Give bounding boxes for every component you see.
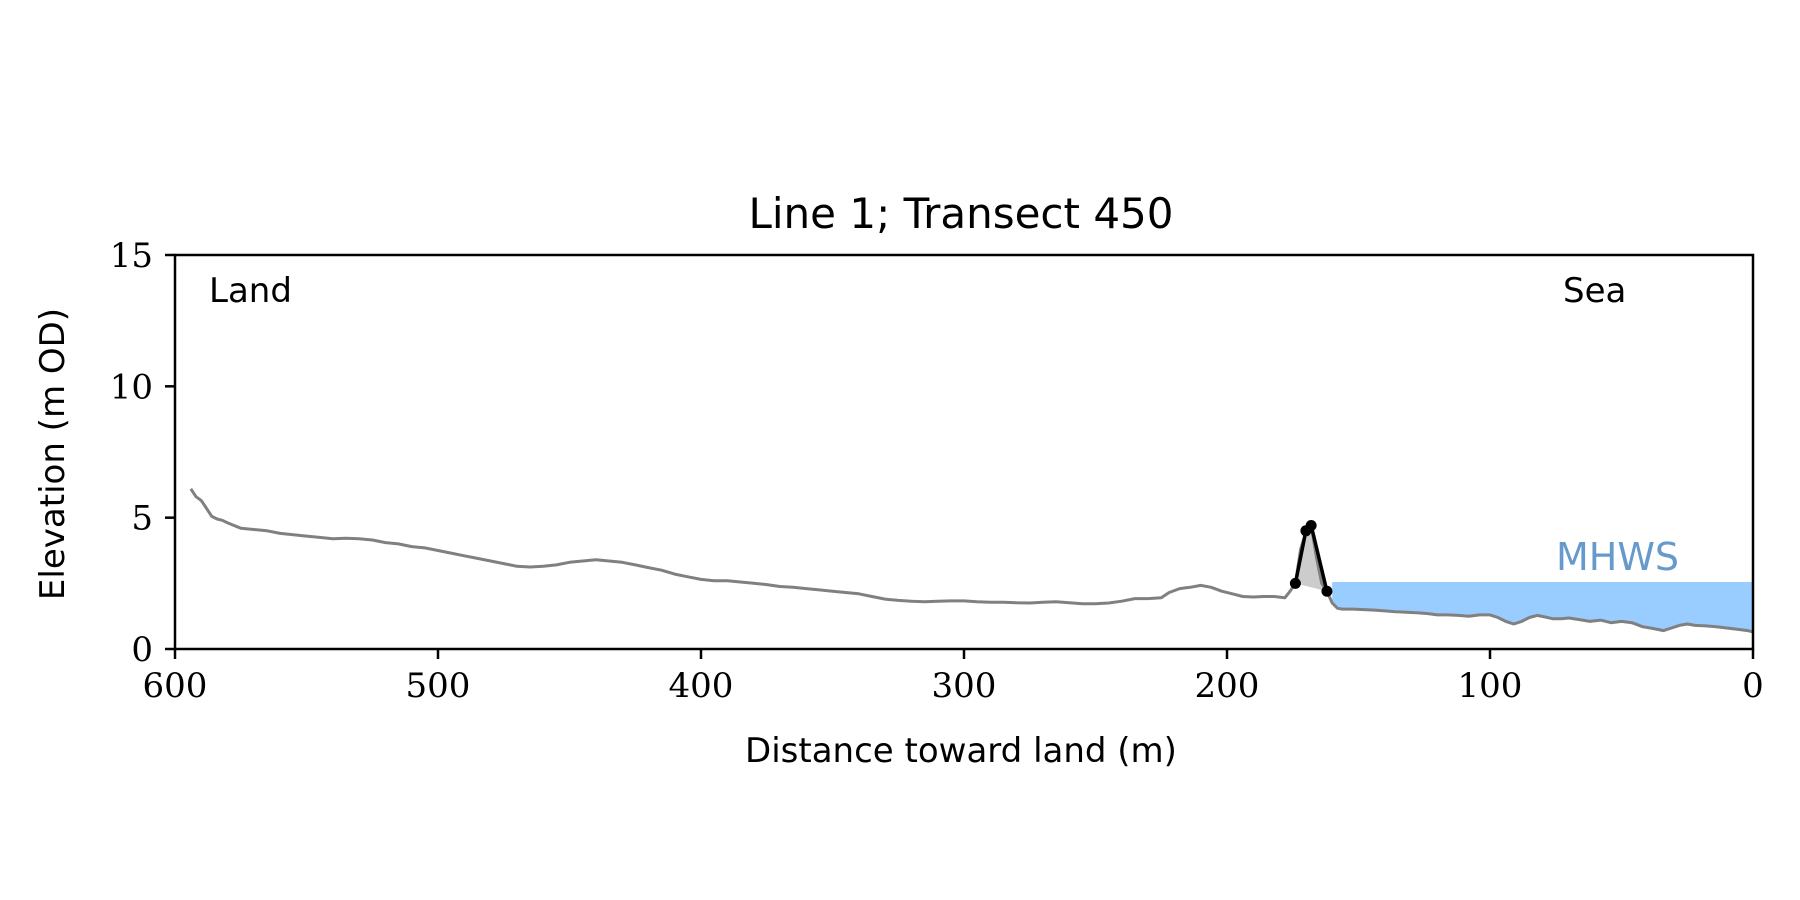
elevation-profile-line xyxy=(189,487,1754,634)
y-axis-label: Elevation (m OD) xyxy=(33,308,73,600)
x-tick-label: 600 xyxy=(143,666,208,706)
dune-point xyxy=(1321,585,1333,597)
axis-ticks: 600 500 400 300 200 100 0 0 5 10 15 xyxy=(110,236,1764,706)
sea-mhws-fill xyxy=(1332,582,1753,632)
x-tick-label: 100 xyxy=(1458,666,1523,706)
dune-point xyxy=(1289,577,1301,589)
y-tick-label: 5 xyxy=(131,499,153,539)
x-axis-label: Distance toward land (m) xyxy=(745,731,1177,771)
chart-title: Line 1; Transect 450 xyxy=(748,189,1173,238)
y-tick-label: 0 xyxy=(131,630,153,670)
sea-annotation: Sea xyxy=(1563,271,1626,311)
x-tick-label: 500 xyxy=(406,666,471,706)
plot-layer xyxy=(189,487,1754,634)
y-tick-label: 15 xyxy=(110,236,153,276)
x-tick-label: 200 xyxy=(1195,666,1260,706)
y-tick-label: 10 xyxy=(110,367,153,407)
x-tick-label: 400 xyxy=(669,666,734,706)
land-annotation: Land xyxy=(209,271,292,311)
x-tick-label: 300 xyxy=(932,666,997,706)
dune-point xyxy=(1305,520,1317,532)
mhws-label: MHWS xyxy=(1556,535,1679,579)
x-tick-label: 0 xyxy=(1742,666,1764,706)
